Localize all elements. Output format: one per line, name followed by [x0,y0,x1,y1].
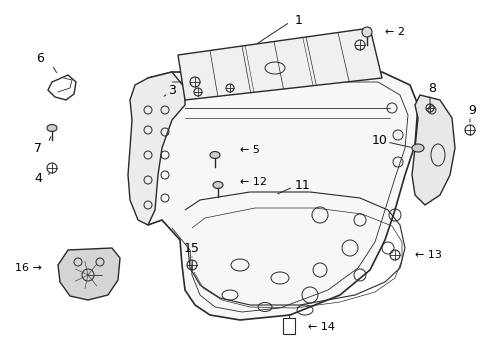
Text: 10: 10 [371,134,387,147]
Text: 1: 1 [294,14,302,27]
Text: ← 5: ← 5 [240,145,259,155]
Text: 11: 11 [294,179,310,192]
Ellipse shape [47,125,57,131]
Circle shape [361,27,371,37]
Text: 15: 15 [183,242,200,255]
Text: 7: 7 [34,141,42,154]
Polygon shape [128,72,184,225]
Text: ← 2: ← 2 [384,27,404,37]
Polygon shape [411,95,454,205]
Text: 3: 3 [168,84,176,96]
Text: 8: 8 [427,81,435,95]
Text: 16 →: 16 → [15,263,42,273]
Ellipse shape [411,144,423,152]
Polygon shape [58,248,120,300]
Polygon shape [148,72,417,320]
Text: ← 14: ← 14 [307,322,334,332]
Ellipse shape [213,181,223,189]
Text: 9: 9 [467,104,475,117]
Text: ← 13: ← 13 [414,250,441,260]
Ellipse shape [209,152,220,158]
Polygon shape [178,28,381,100]
Text: ← 12: ← 12 [240,177,266,187]
Text: 4: 4 [34,171,42,185]
Text: 6: 6 [36,51,44,64]
